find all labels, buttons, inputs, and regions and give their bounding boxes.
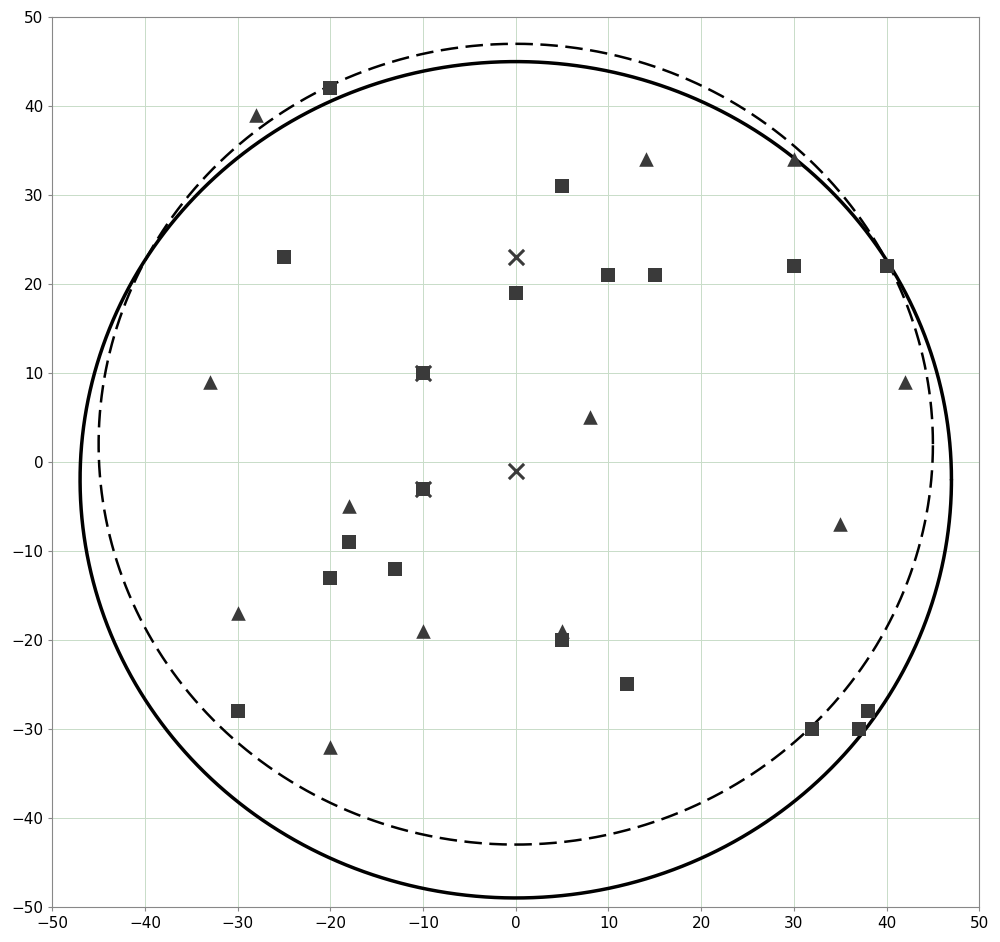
Point bbox=[508, 463, 524, 479]
Point bbox=[415, 481, 431, 496]
Point bbox=[230, 704, 246, 719]
Point bbox=[230, 606, 246, 621]
Point bbox=[248, 107, 264, 122]
Point bbox=[276, 250, 292, 265]
Point bbox=[647, 268, 663, 283]
Point bbox=[554, 624, 570, 639]
Point bbox=[341, 534, 357, 549]
Point bbox=[851, 722, 867, 737]
Point bbox=[600, 268, 616, 283]
Point bbox=[322, 570, 338, 585]
Point bbox=[786, 152, 802, 167]
Point bbox=[897, 374, 913, 389]
Point bbox=[508, 250, 524, 265]
Point bbox=[804, 722, 820, 737]
Point bbox=[415, 365, 431, 381]
Point bbox=[415, 624, 431, 639]
Point bbox=[554, 632, 570, 647]
Point bbox=[879, 259, 895, 274]
Point bbox=[341, 499, 357, 514]
Point bbox=[832, 517, 848, 532]
Point bbox=[582, 410, 598, 425]
Point bbox=[786, 259, 802, 274]
Point bbox=[387, 561, 403, 577]
Point bbox=[202, 374, 218, 389]
Point bbox=[415, 481, 431, 496]
Point bbox=[322, 739, 338, 755]
Point bbox=[508, 285, 524, 300]
Point bbox=[322, 81, 338, 96]
Point bbox=[554, 179, 570, 194]
Point bbox=[860, 704, 876, 719]
Point bbox=[415, 365, 431, 381]
Point bbox=[619, 677, 635, 692]
Point bbox=[638, 152, 654, 167]
